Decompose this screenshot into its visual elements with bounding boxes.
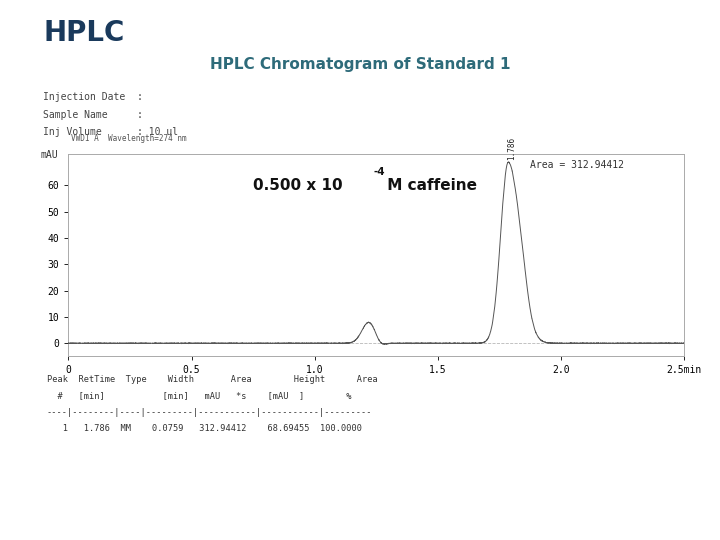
Text: #   [min]           [min]   mAU   *s    [mAU  ]        %: # [min] [min] mAU *s [mAU ] % [47,392,351,401]
Text: mAU: mAU [41,150,58,160]
Text: Area = 312.94412: Area = 312.94412 [530,160,624,170]
Text: 1   1.786  MM    0.0759   312.94412    68.69455  100.0000: 1 1.786 MM 0.0759 312.94412 68.69455 100… [47,424,362,433]
Text: -4: -4 [373,167,384,177]
Text: ----|--------|----|---------|-----------|-----------|---------: ----|--------|----|---------|-----------… [47,408,372,417]
Text: Inj Volume      : 10 ul: Inj Volume : 10 ul [43,127,179,138]
Text: Peak  RetTime  Type    Width       Area        Height      Area: Peak RetTime Type Width Area Height Area [47,375,377,384]
Text: 0.500 x 10: 0.500 x 10 [253,178,343,193]
Text: HPLC Chromatogram of Standard 1: HPLC Chromatogram of Standard 1 [210,57,510,72]
Text: M caffeine: M caffeine [382,178,477,193]
Text: VWD1 A  Wavelength=274 nm: VWD1 A Wavelength=274 nm [71,134,187,143]
Text: HPLC: HPLC [43,19,125,47]
Text: Injection Date  :: Injection Date : [43,92,143,102]
Text: Sample Name     :: Sample Name : [43,110,143,120]
Text: 1.786: 1.786 [507,137,516,160]
